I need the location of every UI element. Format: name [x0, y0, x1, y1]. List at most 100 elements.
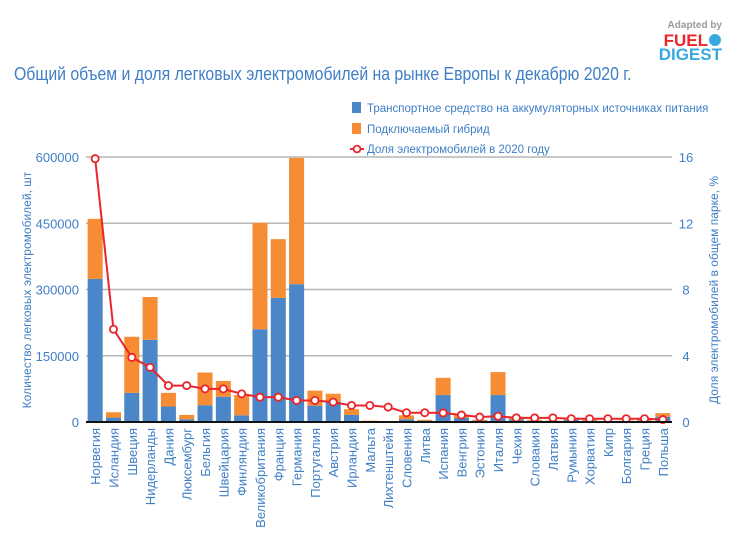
share-point	[220, 385, 227, 392]
legend-label: Доля электромобилей в 2020 году	[367, 144, 550, 156]
share-point	[201, 385, 208, 392]
x-tick-label: Ирландия	[345, 428, 360, 488]
x-tick-label: Норвегия	[88, 428, 103, 485]
bar-phev	[88, 219, 103, 279]
y2-tick-label: 0	[682, 415, 689, 430]
bar-phev	[344, 409, 359, 415]
y2-tick-label: 16	[679, 150, 693, 165]
bar-bev	[252, 329, 267, 422]
share-point	[183, 382, 190, 389]
bar-bev	[143, 340, 158, 422]
x-tick-label: Швейцария	[216, 428, 231, 497]
share-point	[348, 402, 355, 409]
bar-phev	[124, 337, 139, 393]
share-point	[146, 364, 153, 371]
x-tick-label: Чехия	[509, 428, 524, 464]
y2-tick-label: 12	[679, 216, 693, 231]
legend: Транспортное средство на аккумуляторных …	[350, 102, 708, 156]
bar-phev	[491, 372, 506, 395]
bar-bev	[271, 298, 286, 422]
share-point	[311, 397, 318, 404]
share-point	[330, 399, 337, 406]
share-point	[439, 409, 446, 416]
y-tick-label: 600000	[36, 150, 79, 165]
y-tick-label: 150000	[36, 349, 79, 364]
svg-text:Adapted by: Adapted by	[668, 20, 723, 31]
y2-axis-label: Доля электромобилей в общем парке, %	[707, 176, 721, 404]
x-tick-label: Греция	[638, 428, 653, 471]
bar-phev	[417, 420, 432, 421]
legend-swatch	[352, 123, 361, 134]
y2-tick-label: 4	[682, 349, 689, 364]
bar-bev	[124, 393, 139, 422]
x-tick-label: Латвия	[546, 428, 561, 471]
x-tick-label: Эстония	[473, 428, 488, 478]
share-point	[238, 390, 245, 397]
share-point	[275, 394, 282, 401]
svg-text:DIGEST: DIGEST	[659, 45, 723, 64]
share-point	[458, 411, 465, 418]
share-point	[549, 414, 556, 421]
share-point	[476, 413, 483, 420]
share-point	[385, 403, 392, 410]
x-tick-label: Италия	[491, 428, 506, 472]
bar-phev	[179, 415, 194, 419]
x-tick-label: Великобритания	[253, 428, 268, 528]
x-tick-label: Австрия	[326, 428, 341, 477]
bar-phev	[252, 223, 267, 329]
y-tick-label: 450000	[36, 216, 79, 231]
legend-marker	[354, 146, 361, 153]
legend-label: Транспортное средство на аккумуляторных …	[367, 103, 708, 115]
x-tick-label: Швеция	[125, 428, 140, 476]
y2-tick-label: 8	[682, 283, 689, 298]
x-tick-label: Словения	[399, 428, 414, 488]
share-point	[256, 394, 263, 401]
x-tick-label: Бельгия	[198, 428, 213, 477]
x-tick-label: Хорватия	[583, 428, 598, 485]
share-point	[110, 326, 117, 333]
x-tick-label: Германия	[290, 428, 305, 486]
share-point	[128, 354, 135, 361]
x-tick-label: Болгария	[619, 428, 634, 484]
x-tick-label: Кипр	[601, 428, 616, 457]
x-tick-label: Исландия	[106, 428, 121, 488]
share-point	[92, 155, 99, 162]
share-point	[421, 409, 428, 416]
x-tick-label: Лихтенштейн	[381, 428, 396, 508]
chart-title: Общий объем и доля легковых электромобил…	[14, 63, 631, 85]
bar-bev	[344, 415, 359, 422]
bar-bev	[216, 397, 231, 422]
share-point	[293, 397, 300, 404]
x-tick-label: Венгрия	[454, 428, 469, 477]
x-tick-label: Финляндия	[235, 428, 250, 496]
x-tick-label: Испания	[436, 428, 451, 480]
bar-bev	[198, 405, 213, 422]
share-point	[513, 414, 520, 421]
bar-phev	[289, 158, 304, 284]
bar-phev	[271, 239, 286, 298]
share-point	[494, 413, 501, 420]
bar-bev	[307, 406, 322, 422]
y-tick-label: 0	[72, 415, 79, 430]
bar-phev	[161, 393, 176, 407]
x-tick-label: Словакия	[528, 428, 543, 486]
bar-phev	[106, 412, 121, 417]
share-point	[403, 409, 410, 416]
bar-bev	[161, 407, 176, 422]
bar-phev	[143, 297, 158, 340]
bar-phev	[436, 378, 451, 395]
x-tick-label: Люксембург	[180, 428, 195, 500]
y-axis-label: Количество легковых электромобилей, шт	[20, 171, 34, 408]
x-tick-label: Нидерланды	[143, 428, 158, 505]
share-point	[531, 414, 538, 421]
x-tick-label: Мальта	[363, 427, 378, 472]
x-tick-label: Румыния	[564, 428, 579, 483]
share-point	[165, 382, 172, 389]
x-tick-label: Польша	[656, 427, 671, 476]
logo: Adapted by FUEL DIGEST	[659, 20, 723, 64]
x-tick-label: Литва	[418, 427, 433, 464]
y-tick-label: 300000	[36, 283, 79, 298]
share-point	[366, 402, 373, 409]
legend-swatch	[352, 102, 361, 113]
